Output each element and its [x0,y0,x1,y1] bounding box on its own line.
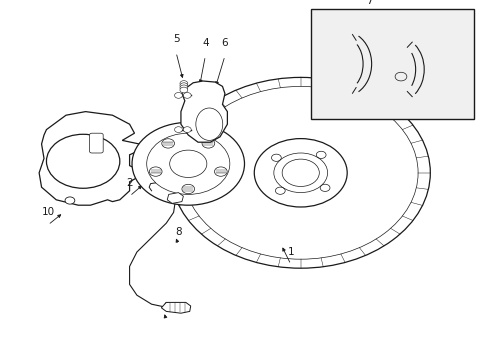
Circle shape [180,83,187,89]
Text: 6: 6 [221,38,228,48]
Polygon shape [167,193,183,203]
Polygon shape [161,302,190,313]
Text: 7: 7 [365,0,372,6]
Circle shape [183,127,191,132]
Text: 3: 3 [160,184,167,194]
Polygon shape [39,112,142,205]
Circle shape [214,167,227,176]
Circle shape [174,127,182,132]
Text: 1: 1 [287,247,294,257]
Circle shape [202,139,214,148]
Circle shape [46,134,120,188]
Circle shape [132,122,244,205]
Circle shape [182,184,194,194]
Circle shape [65,197,75,204]
Polygon shape [181,81,227,142]
FancyBboxPatch shape [89,133,103,153]
Text: 10: 10 [41,207,54,217]
Circle shape [183,93,191,98]
Circle shape [180,87,187,93]
Text: 2: 2 [126,178,133,188]
Bar [310,9,473,119]
Text: 4: 4 [202,38,208,48]
Circle shape [180,85,187,91]
Text: 8: 8 [175,227,182,237]
Circle shape [149,167,162,176]
Circle shape [174,93,182,98]
Text: 9: 9 [163,302,169,312]
Circle shape [180,81,187,86]
Text: 5: 5 [172,34,179,44]
Circle shape [162,139,174,148]
